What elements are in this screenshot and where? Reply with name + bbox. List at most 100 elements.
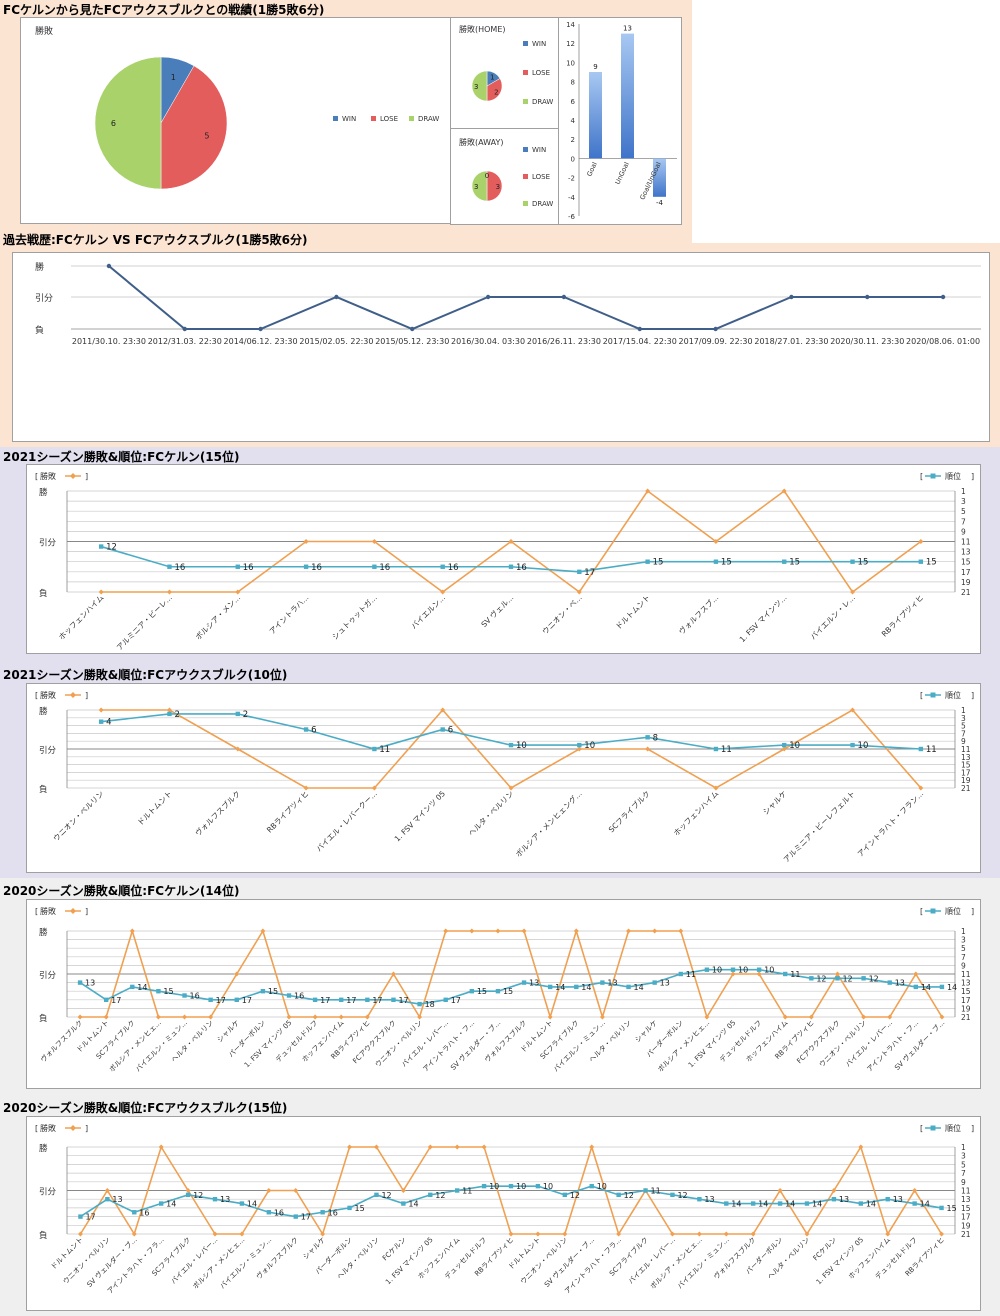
legend-label-draw: DRAW	[418, 115, 439, 123]
result-point	[576, 589, 582, 595]
koln2020-title: 2020シーズン勝敗&順位:FCケルン(14位)	[3, 884, 240, 898]
right-tick-label: 7	[961, 1169, 966, 1178]
left-tick-label: 勝	[39, 927, 48, 938]
result-point	[885, 1231, 891, 1237]
x-tick-label: ドルトムント	[136, 789, 174, 827]
left-tick-label: 引分	[39, 539, 57, 549]
legend-result-label: 勝敗	[40, 471, 56, 481]
result-point	[913, 971, 919, 977]
right-tick-label: 7	[961, 953, 966, 962]
x-tick-label: 2014/06.12. 23:30	[224, 337, 298, 346]
rank-data-label: 15	[926, 558, 937, 568]
legend-bracket-left: [	[35, 1124, 38, 1133]
rank-point	[167, 711, 172, 717]
x-tick-label: 1. FSV マインツ 05	[687, 1019, 737, 1069]
result-point	[495, 928, 501, 934]
history-title: 過去戦歴:FCケルン VS FCアウクスブルク(1勝5敗6分)	[3, 233, 308, 247]
legend-swatch-win	[523, 41, 528, 46]
bar-ungoal	[621, 33, 634, 159]
x-tick-label: バイエルン・ミュン...	[676, 1236, 731, 1291]
right-tick-label: 15	[961, 1204, 971, 1213]
result-point	[303, 785, 309, 791]
rank-point	[724, 1201, 729, 1206]
rank-data-label: 17	[320, 996, 330, 1005]
result-point	[185, 1188, 191, 1193]
rank-point	[286, 993, 292, 998]
x-tick-label: ドルトムント	[614, 593, 652, 631]
x-tick-label: ウニオン・ベルリン	[62, 1236, 112, 1286]
goal-bar-chart: 14121086420-2-4-69Goal13UnGoal-4Goal/UnG…	[566, 21, 677, 221]
result-point	[371, 785, 377, 791]
result-point	[918, 539, 924, 544]
legend-label-draw: DRAW	[532, 98, 553, 106]
rank-point	[918, 746, 924, 752]
result-point	[535, 1231, 541, 1237]
result-point	[400, 1188, 406, 1193]
left-tick-label: 負	[39, 588, 48, 599]
right-tick-label: 9	[961, 527, 966, 536]
rank-data-label: 17	[451, 996, 461, 1005]
x-tick-label: ウニオン・ベルリン	[519, 1236, 569, 1286]
bar-data-label: 9	[593, 63, 597, 71]
right-tick-label: 3	[961, 1152, 966, 1161]
rank-data-label: 16	[243, 563, 254, 573]
rank-data-label: 15	[163, 987, 173, 996]
y-tick-label: 6	[571, 98, 576, 106]
legend-bracket-right: ]	[971, 691, 974, 700]
x-tick-label: ホッフェンハイム	[57, 593, 106, 642]
right-tick-label: 19	[961, 578, 971, 587]
rank-data-label: 17	[301, 1213, 311, 1222]
rank-point	[77, 980, 83, 985]
rank-data-label: 17	[398, 996, 408, 1005]
x-tick-label: ボルシア・メンヒェ...	[649, 1236, 704, 1291]
result-point	[103, 1014, 109, 1020]
right-tick-label: 19	[961, 1004, 971, 1013]
result-point	[266, 1188, 272, 1193]
rank-point	[508, 564, 514, 569]
result-point	[562, 1231, 568, 1237]
legend-rank-label: 順位	[945, 690, 961, 700]
result-point	[104, 1188, 110, 1193]
left-tick-label: 引分	[39, 971, 57, 981]
rank-point	[577, 742, 582, 748]
legend-swatch-lose	[523, 174, 528, 179]
rank-data-label: 17	[372, 996, 382, 1005]
result-point	[939, 1014, 945, 1020]
history-point	[485, 294, 491, 300]
result-point	[166, 589, 172, 595]
y-tick-label: 8	[571, 79, 575, 87]
result-point	[440, 589, 446, 595]
rank-point	[182, 993, 187, 998]
rank-point	[293, 1214, 298, 1219]
rank-point	[577, 569, 582, 574]
result-point	[696, 1231, 702, 1237]
rank-point	[303, 727, 309, 732]
legend-bracket-right: ]	[971, 1124, 974, 1133]
rank-data-label: 10	[858, 741, 869, 751]
pie-title: 勝敗(AWAY)	[459, 137, 504, 147]
rank-data-label: 11	[651, 1187, 661, 1196]
right-tick-label: 15	[961, 987, 971, 996]
legend-swatch-win	[333, 116, 338, 121]
x-tick-label: SV ヴェル...	[479, 592, 516, 629]
rank-data-label: 4	[106, 718, 111, 728]
y-tick-label: 勝	[35, 261, 44, 273]
rank-data-label: 16	[190, 992, 200, 1001]
result-point	[713, 785, 719, 791]
rank-point	[239, 1201, 245, 1206]
rank-point	[645, 559, 650, 564]
history-point	[258, 326, 263, 332]
rank-point	[783, 971, 788, 977]
history-series-line	[108, 265, 944, 331]
rank-data-label: 6	[448, 726, 453, 736]
rank-data-label: 16	[294, 992, 304, 1001]
rank-data-label: 16	[274, 1208, 284, 1217]
rank-point	[713, 559, 719, 564]
x-tick-label: 1. FSV マインツ 05	[243, 1019, 293, 1069]
result-point	[730, 971, 736, 977]
result-point	[155, 1014, 161, 1020]
